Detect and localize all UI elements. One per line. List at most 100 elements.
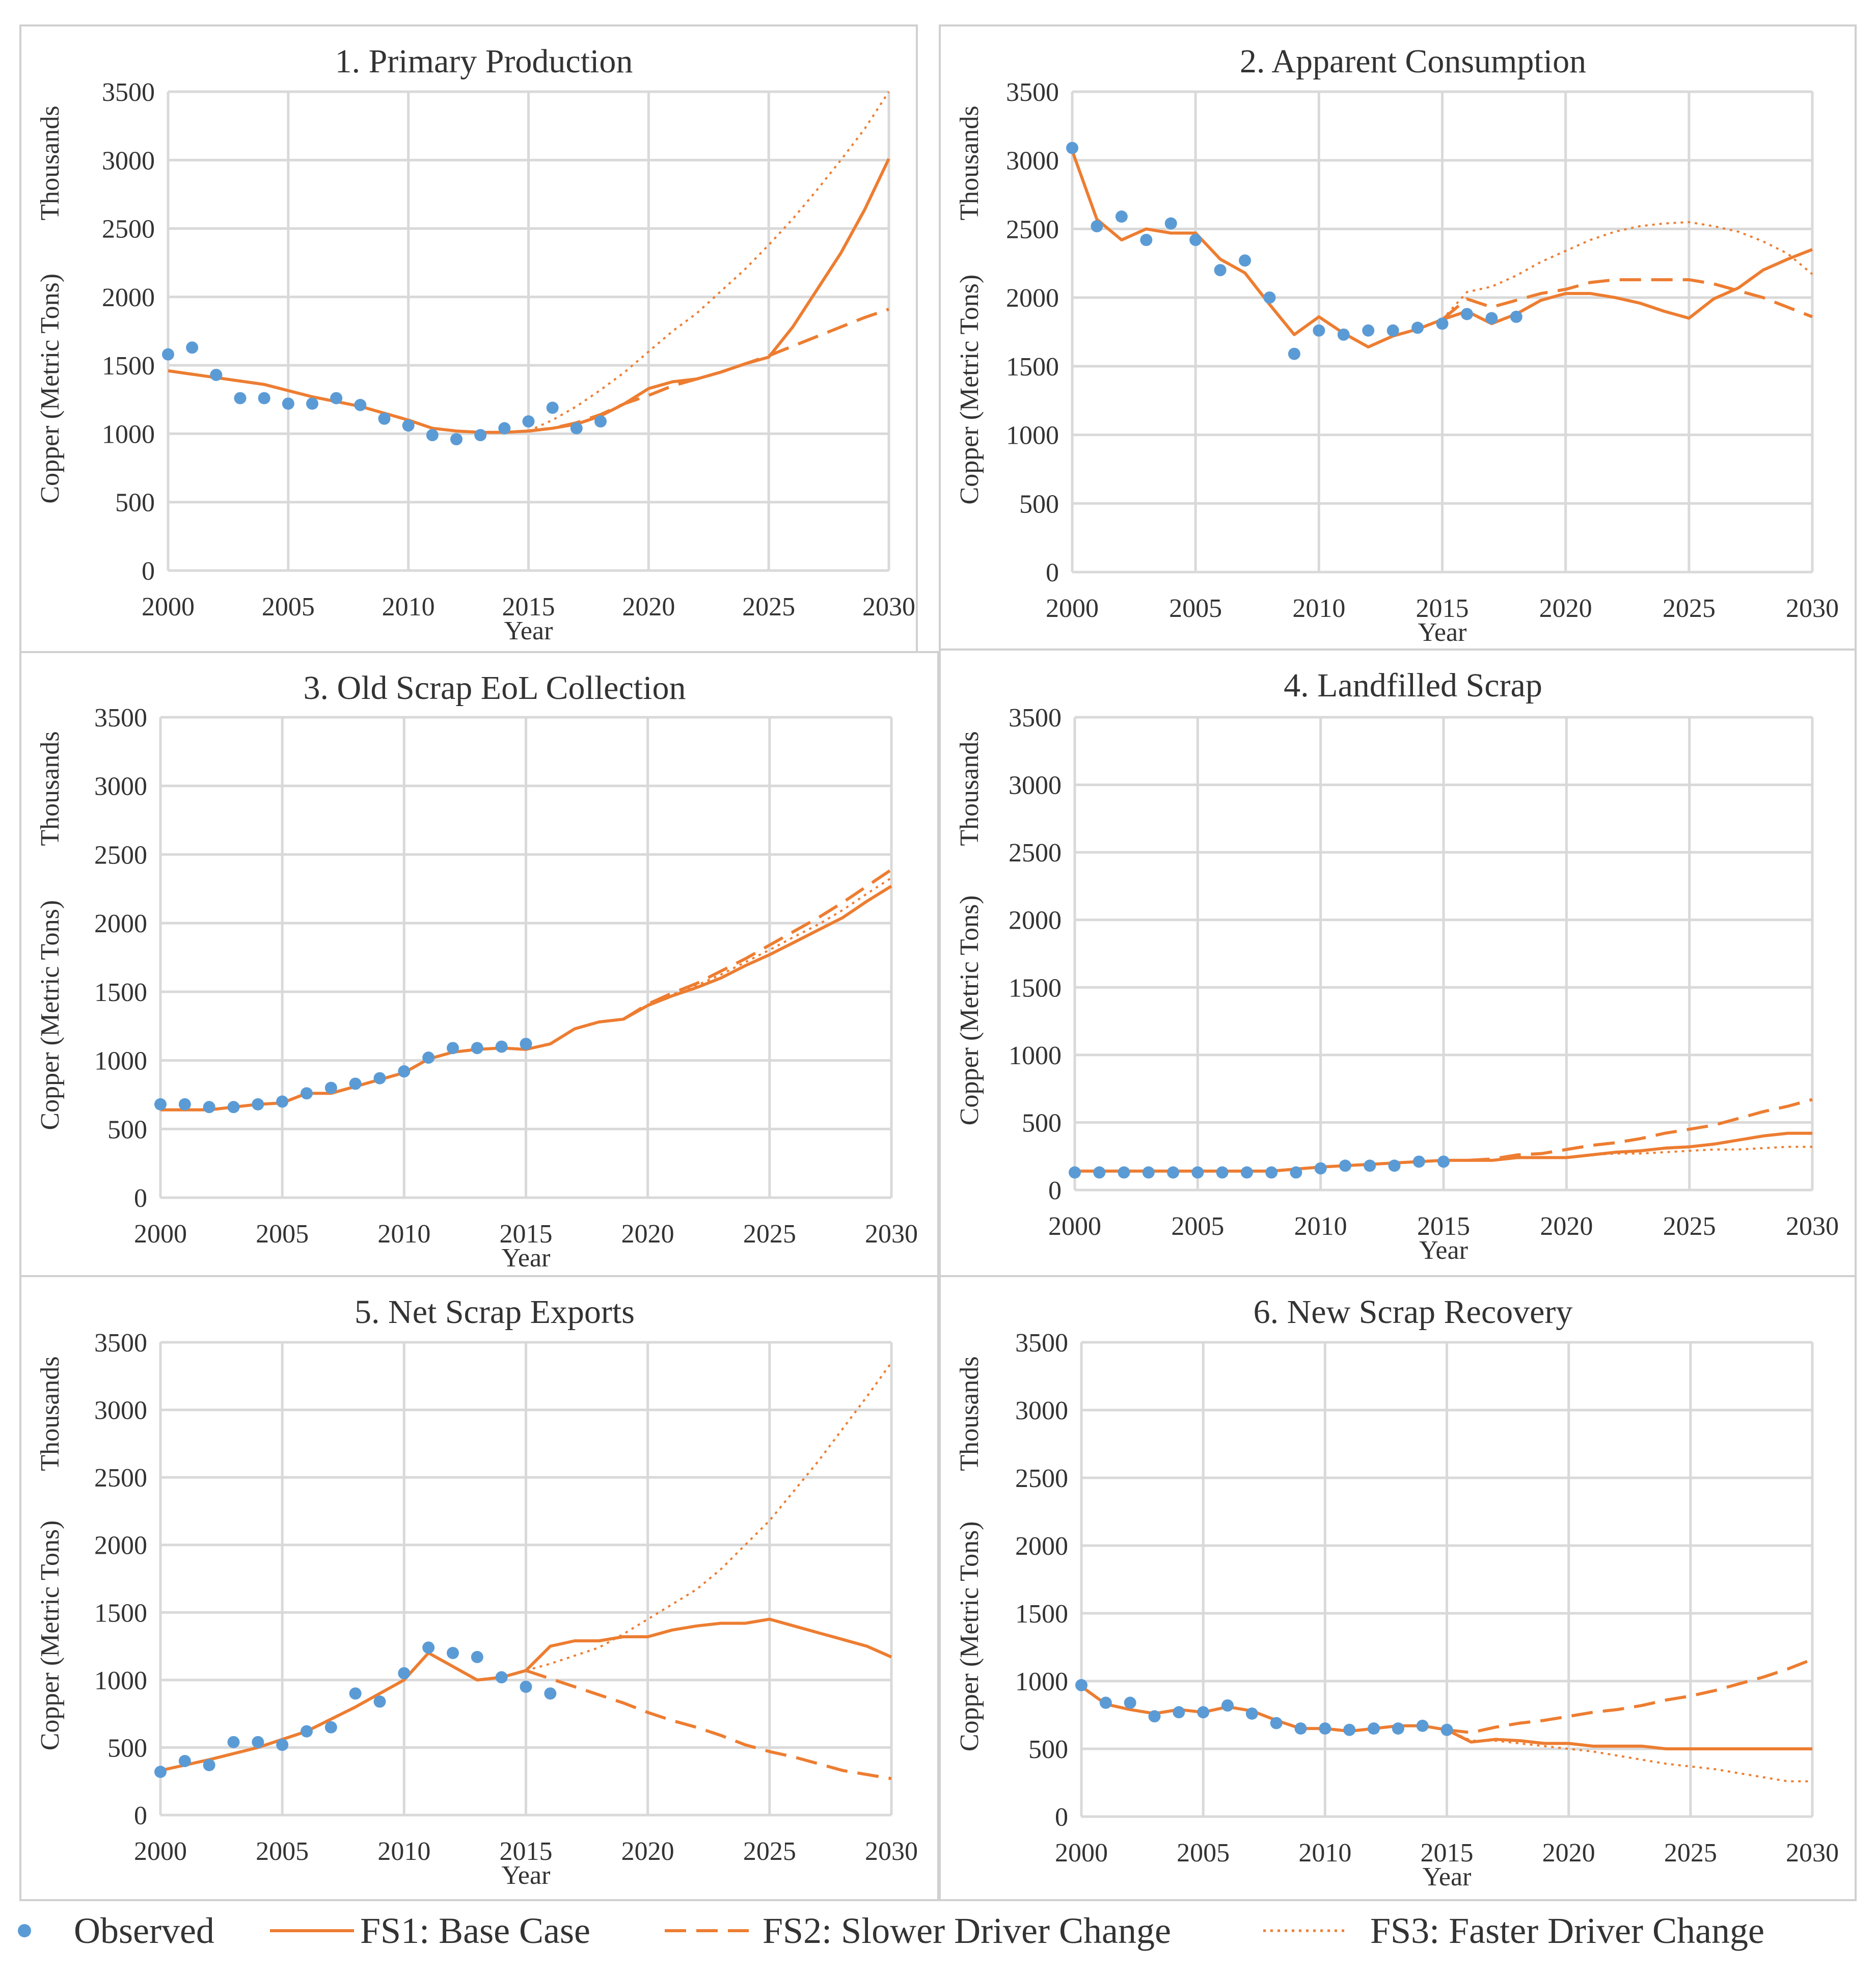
- observed-point: [1265, 1166, 1278, 1179]
- observed-point: [1221, 1699, 1234, 1712]
- observed-point: [1189, 233, 1202, 246]
- observed-point: [1314, 1162, 1327, 1175]
- x-tick-label: 2030: [1786, 1838, 1839, 1868]
- observed-point: [324, 1721, 337, 1734]
- x-axis-label: Year: [1418, 618, 1467, 647]
- y-axis-label: Copper (Metric Tons): [36, 1520, 65, 1750]
- y-unit-label: Thousands: [955, 105, 984, 220]
- x-tick-label: 2025: [743, 1837, 796, 1866]
- y-tick-label: 2000: [94, 1531, 147, 1560]
- observed-point: [1164, 217, 1177, 230]
- y-tick-label: 2000: [1006, 284, 1059, 313]
- observed-point: [227, 1101, 240, 1114]
- observed-point: [471, 1042, 483, 1054]
- observed-point: [1362, 324, 1375, 337]
- x-tick-label: 2015: [1416, 594, 1469, 623]
- observed-point: [1118, 1166, 1130, 1179]
- y-tick-label: 500: [107, 1734, 147, 1763]
- observed-point: [422, 1051, 435, 1064]
- observed-point: [1337, 328, 1350, 341]
- observed-point: [1240, 1166, 1253, 1179]
- y-tick-label: 2500: [94, 1464, 147, 1493]
- x-tick-label: 2000: [142, 592, 195, 621]
- y-unit-label: Thousands: [36, 731, 65, 846]
- observed-point: [1115, 210, 1128, 223]
- y-tick-label: 3000: [1015, 1396, 1068, 1425]
- y-tick-label: 0: [1055, 1803, 1068, 1832]
- observed-point: [1440, 1723, 1453, 1736]
- y-tick-label: 0: [142, 557, 155, 586]
- y-tick-label: 0: [134, 1801, 147, 1830]
- legend-label: FS1: Base Case: [360, 1910, 590, 1951]
- observed-point: [1069, 1166, 1081, 1179]
- y-tick-label: 2500: [94, 841, 147, 870]
- x-tick-label: 2010: [1298, 1838, 1351, 1868]
- y-tick-label: 3500: [94, 1329, 147, 1358]
- observed-point: [471, 1651, 483, 1663]
- y-axis-label: Copper (Metric Tons): [955, 275, 984, 505]
- observed-point: [546, 401, 559, 414]
- legend-label: FS2: Slower Driver Change: [763, 1910, 1171, 1951]
- observed-point: [1173, 1706, 1185, 1719]
- observed-point: [1364, 1159, 1376, 1172]
- x-axis-label: Year: [504, 616, 553, 645]
- observed-point: [447, 1042, 459, 1054]
- x-tick-label: 2010: [1292, 594, 1345, 623]
- y-unit-label: Thousands: [955, 1356, 984, 1471]
- observed-point: [1436, 317, 1449, 330]
- x-tick-label: 2010: [377, 1837, 430, 1866]
- panel-border: [939, 1275, 1857, 1901]
- x-tick-label: 2015: [500, 1220, 553, 1249]
- y-tick-label: 500: [107, 1115, 147, 1144]
- observed-point: [306, 397, 318, 410]
- observed-point: [1099, 1696, 1112, 1709]
- series-line-solid: [160, 884, 892, 1112]
- observed-point: [1245, 1707, 1258, 1720]
- observed-point: [154, 1766, 167, 1778]
- series-line-dashed: [528, 308, 889, 433]
- legend-label: Observed: [74, 1910, 214, 1951]
- observed-point: [203, 1759, 215, 1771]
- observed-point: [301, 1725, 313, 1738]
- x-tick-label: 2015: [1417, 1212, 1470, 1241]
- observed-point: [1339, 1159, 1351, 1172]
- observed-point: [227, 1736, 240, 1748]
- y-tick-label: 500: [1028, 1735, 1068, 1764]
- observed-point: [203, 1101, 215, 1114]
- chart-panel-6: 0 500 1000 1500 2000 2500 3000 3500 2000 2005 2010…: [939, 1275, 1857, 1901]
- x-axis-label: Year: [502, 1861, 551, 1890]
- observed-point: [1263, 291, 1276, 304]
- y-tick-label: 3500: [94, 704, 147, 733]
- y-tick-label: 2500: [1015, 1464, 1068, 1493]
- observed-point: [398, 1065, 411, 1078]
- observed-point: [1197, 1706, 1210, 1719]
- series-line-dotted: [528, 91, 890, 432]
- observed-point: [495, 1671, 508, 1684]
- y-unit-label: Thousands: [955, 731, 984, 846]
- observed-point: [1411, 321, 1424, 334]
- series-line-dashed: [525, 1669, 892, 1780]
- observed-point: [252, 1736, 264, 1748]
- x-tick-label: 2025: [1663, 1212, 1716, 1241]
- y-tick-label: 2500: [102, 215, 155, 244]
- chart-panel-1: 0 500 1000 1500 2000 2500 3000 3500 2000 2005 2010…: [19, 24, 918, 653]
- observed-point: [349, 1077, 362, 1090]
- observed-point: [282, 397, 294, 410]
- observed-point: [378, 412, 391, 425]
- y-tick-label: 0: [1046, 558, 1059, 587]
- x-tick-label: 2020: [622, 592, 675, 621]
- x-tick-label: 2015: [502, 592, 555, 621]
- observed-point: [450, 433, 463, 446]
- y-tick-label: 3000: [94, 1396, 147, 1425]
- series-line-solid: [168, 158, 890, 434]
- y-tick-label: 1500: [1006, 353, 1059, 382]
- x-tick-label: 2020: [1540, 1212, 1593, 1241]
- observed-point: [447, 1646, 459, 1659]
- observed-point: [422, 1641, 435, 1654]
- panel-border: [19, 1275, 939, 1901]
- y-axis-label: Copper (Metric Tons): [36, 274, 65, 504]
- observed-point: [544, 1687, 557, 1700]
- observed-point: [1191, 1166, 1204, 1179]
- series-line-dotted: [1442, 221, 1813, 320]
- series-line-dashed: [1447, 1658, 1813, 1735]
